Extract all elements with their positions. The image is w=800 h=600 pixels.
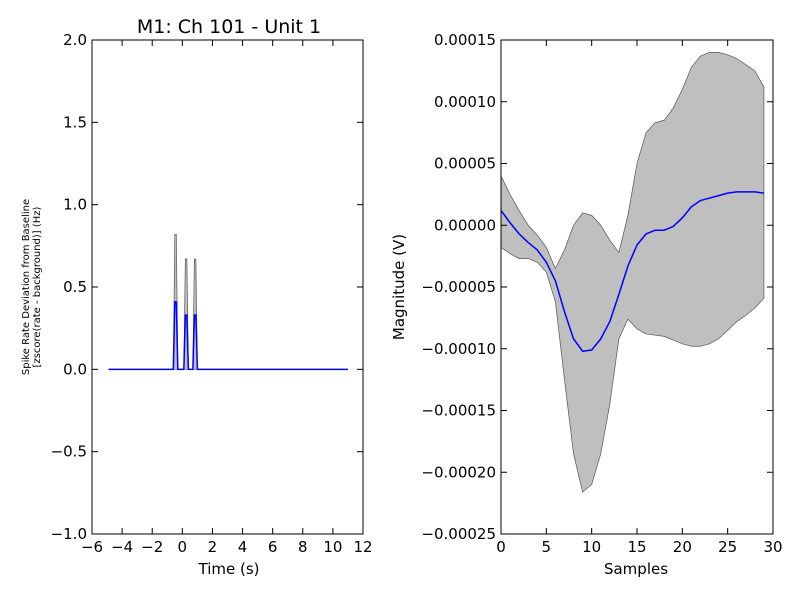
- right-chart-plot-area: [500, 52, 765, 493]
- right-chart-x-label: Samples: [604, 560, 668, 578]
- left-chart-y-tick-label: 1.5: [63, 113, 87, 131]
- right-chart-x-tick-label: 0: [496, 538, 506, 556]
- right-chart-y-tick-label: 0.00005: [434, 155, 496, 173]
- right-chart-x-tick-label: 30: [763, 538, 782, 556]
- left-chart-x-tick-label: −6: [81, 538, 103, 556]
- right-chart-y-tick-label: −0.00010: [421, 340, 496, 358]
- left-chart-x-tick-label: 4: [238, 538, 248, 556]
- left-chart-series-line: [108, 301, 348, 371]
- right-chart-y-tick-label: −0.00005: [421, 278, 496, 296]
- left-chart-y-label-line2: [zscore(rate - background)] (Hz): [32, 206, 43, 367]
- right-chart-ticks: 0 5 10 15 20 25 30 −0.00025 −0.00020 −0.00015 −0.0…: [421, 31, 782, 556]
- right-chart-x-tick-label: 15: [627, 538, 646, 556]
- right-chart-x-tick-label: 10: [582, 538, 601, 556]
- right-chart-y-tick-label: −0.00020: [421, 463, 496, 481]
- left-chart-y-tick-label: 1.0: [63, 196, 87, 214]
- right-chart-y-tick-label: 0.00000: [434, 216, 496, 234]
- left-chart-x-tick-label: 10: [323, 538, 342, 556]
- right-chart-y-tick-label: 0.00010: [434, 93, 496, 111]
- right-chart-confidence-band: [500, 52, 765, 493]
- left-chart-y-label-line1: Spike Rate Deviation from Baseline: [21, 199, 32, 375]
- left-chart-x-tick-label: 0: [178, 538, 188, 556]
- right-chart-y-tick-label: −0.00015: [421, 402, 496, 420]
- right-chart-y-tick-label: 0.00015: [434, 31, 496, 49]
- right-chart-x-tick-label: 20: [673, 538, 692, 556]
- left-chart-y-tick-label: 2.0: [63, 31, 87, 49]
- left-chart-x-tick-label: 6: [268, 538, 278, 556]
- right-chart-x-tick-label: 5: [542, 538, 552, 556]
- left-chart-ticks: −6 −4 −2 0 2 4 6 8 10 12 −1.0 −0.5 0.0 0.5 1.0 1.5 2.0: [51, 31, 373, 556]
- left-chart-x-tick-label: −2: [141, 538, 163, 556]
- left-chart-y-tick-label: 0.5: [63, 278, 87, 296]
- left-chart-x-tick-label: 12: [353, 538, 372, 556]
- left-chart-title: M1: Ch 101 - Unit 1: [137, 16, 321, 38]
- right-chart-y-label: Magnitude (V): [390, 234, 408, 340]
- right-chart: 0 5 10 15 20 25 30 −0.00025 −0.00020 −0.00015 −0.0…: [390, 31, 783, 578]
- left-chart-x-tick-label: 2: [208, 538, 218, 556]
- right-chart-series-line: [500, 191, 765, 352]
- left-chart-y-tick-label: −1.0: [51, 525, 87, 543]
- left-chart-x-tick-label: 8: [298, 538, 308, 556]
- right-chart-y-tick-label: −0.00025: [421, 525, 496, 543]
- left-chart-x-tick-label: −4: [111, 538, 133, 556]
- right-chart-x-tick-label: 25: [718, 538, 737, 556]
- left-chart: M1: Ch 101 - Unit 1 −6 −4 −2 0 2 4 6 8 10 12−1.0−…: [21, 16, 373, 578]
- left-chart-y-tick-label: 0.0: [63, 360, 87, 378]
- left-chart-x-label: Time (s): [198, 560, 260, 578]
- left-chart-plot-area: [108, 233, 348, 371]
- left-chart-y-tick-label: −0.5: [51, 443, 87, 461]
